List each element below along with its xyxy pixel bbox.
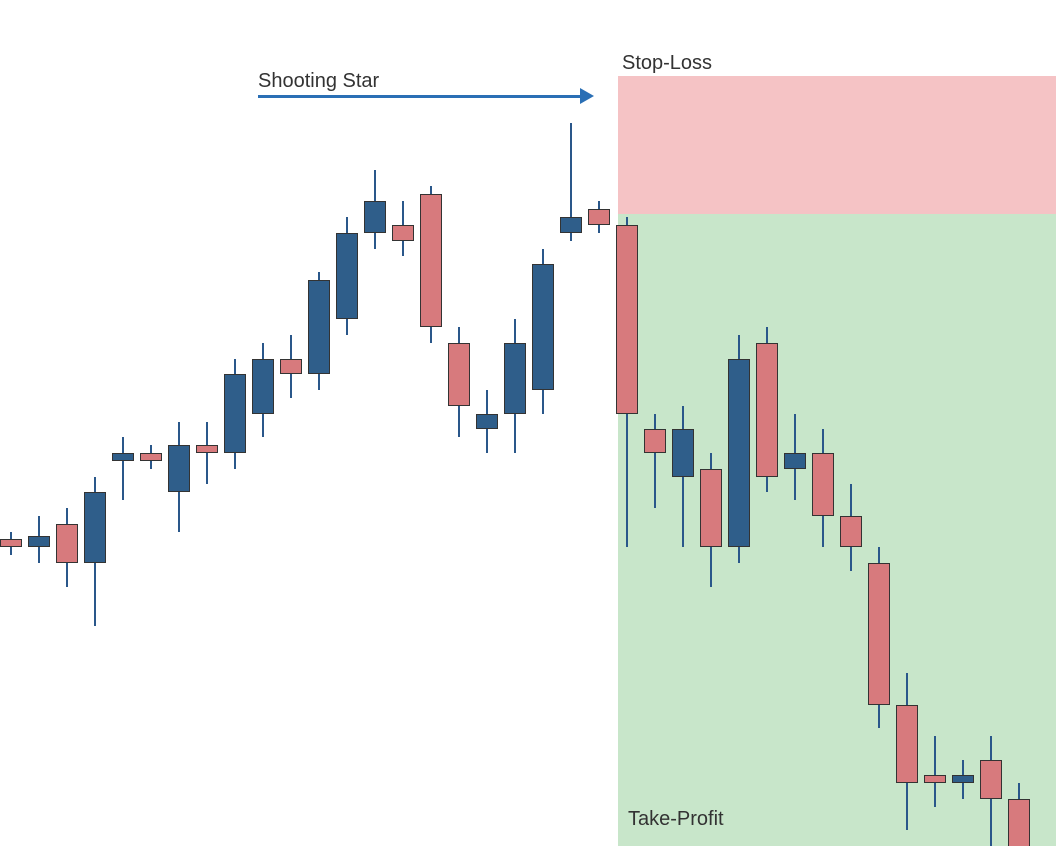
candle-bull xyxy=(504,343,526,414)
shooting-star-arrow-line xyxy=(258,95,582,98)
candle-bear xyxy=(756,343,778,477)
stop-loss-label: Stop-Loss xyxy=(622,52,712,75)
candle-bull xyxy=(952,775,974,783)
candle-wick xyxy=(654,414,656,508)
candle-bear xyxy=(196,445,218,453)
candle-bear xyxy=(1008,799,1030,846)
candle-bull xyxy=(336,233,358,319)
candle-bull xyxy=(364,201,386,232)
shooting-star-arrow-head xyxy=(580,88,594,104)
stop-loss-zone xyxy=(618,76,1056,214)
candle-bear xyxy=(392,225,414,241)
candle-wick xyxy=(934,736,936,807)
candle-bear xyxy=(56,524,78,563)
candle-bear xyxy=(868,563,890,704)
shooting-star-label: Shooting Star xyxy=(258,70,379,93)
candle-bear xyxy=(0,539,22,547)
candlestick-chart: Stop-Loss Take-Profit Shooting Star xyxy=(0,0,1056,846)
candle-wick xyxy=(682,406,684,547)
candle-wick xyxy=(206,422,208,485)
candle-bull xyxy=(672,429,694,476)
candle-bull xyxy=(252,359,274,414)
candle-bull xyxy=(784,453,806,469)
candle-bull xyxy=(28,536,50,548)
candle-bull xyxy=(224,374,246,453)
candle-bear xyxy=(420,194,442,328)
candle-bull xyxy=(308,280,330,374)
candle-bear xyxy=(616,225,638,414)
candle-bear xyxy=(588,209,610,225)
candle-wick xyxy=(122,437,124,500)
candle-bull xyxy=(84,492,106,563)
candle-bull xyxy=(168,445,190,492)
candle-bear xyxy=(896,705,918,784)
candle-bull xyxy=(476,414,498,430)
candle-bull xyxy=(728,359,750,548)
candle-bear xyxy=(140,453,162,461)
candle-bear xyxy=(980,760,1002,799)
candle-bull xyxy=(532,264,554,390)
candle-bear xyxy=(644,429,666,453)
candle-bear xyxy=(700,469,722,548)
candle-bull xyxy=(112,453,134,461)
take-profit-label: Take-Profit xyxy=(628,808,724,831)
candle-bear xyxy=(840,516,862,547)
candle-bull xyxy=(560,217,582,233)
candle-bear xyxy=(924,775,946,783)
candle-bear xyxy=(280,359,302,375)
candle-bear xyxy=(448,343,470,406)
candle-bear xyxy=(812,453,834,516)
